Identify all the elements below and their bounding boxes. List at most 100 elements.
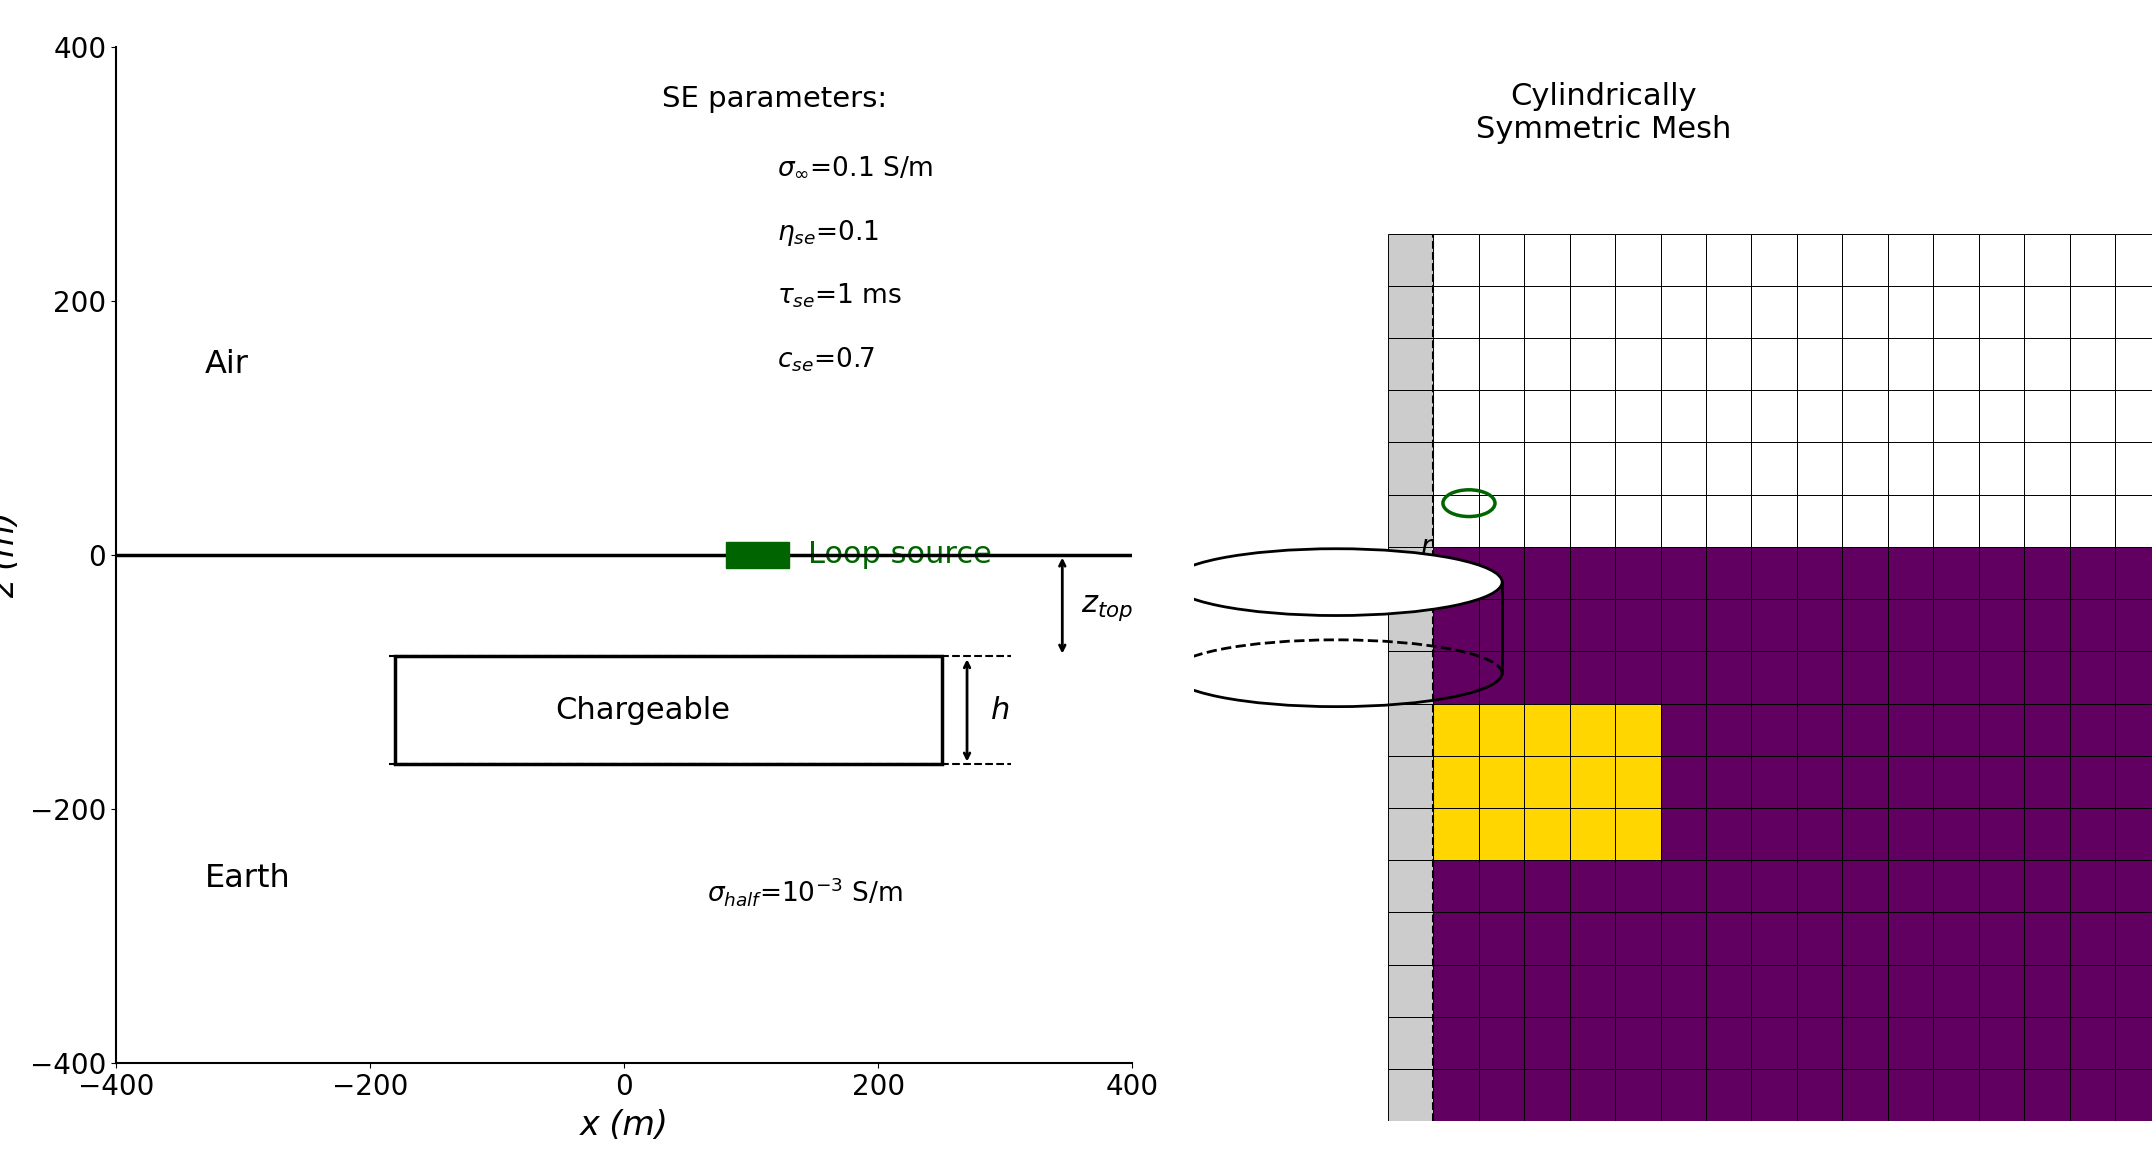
Bar [2070,652,2115,703]
Bar [1661,860,1707,912]
Bar [1978,703,2025,756]
Bar [2070,1017,2115,1069]
Bar [1752,756,1797,808]
Bar [1707,860,1752,912]
Bar [1932,652,1978,703]
Bar [1616,338,1661,390]
Bar [1433,390,1478,443]
Bar [1388,547,1433,599]
Text: Earth: Earth [204,863,291,895]
Bar [1978,1069,2025,1121]
Bar [1478,234,1524,286]
Bar [1887,1017,1932,1069]
Bar [2070,965,2115,1017]
Bar [1932,286,1978,338]
Bar [1661,808,1707,860]
Bar [2115,965,2152,1017]
Bar [1524,495,1569,547]
Bar [1707,912,1752,965]
Bar [2115,1069,2152,1121]
Bar [1887,860,1932,912]
Bar [1842,1069,1887,1121]
Bar [1388,808,1433,860]
Bar [2115,756,2152,808]
Bar [1978,495,2025,547]
Bar [1569,912,1616,965]
Bar [1797,912,1842,965]
Bar [1932,860,1978,912]
Bar [1661,965,1707,1017]
Bar [1433,234,1478,286]
Bar [1887,547,1932,599]
Bar [1932,234,1978,286]
Bar [1616,860,1661,912]
Bar [1616,808,1661,860]
Bar [1433,808,1478,860]
Bar [1752,965,1797,1017]
Bar [1797,756,1842,808]
Bar [1616,390,1661,443]
Bar [1978,599,2025,652]
Bar [1569,495,1616,547]
Bar [1842,756,1887,808]
Bar [1616,443,1661,495]
Bar [1887,286,1932,338]
Bar [1569,547,1616,599]
Bar [1661,338,1707,390]
Bar [2025,547,2070,599]
Bar [1616,1017,1661,1069]
Bar [1616,234,1661,286]
Bar [2025,652,2070,703]
Bar [1661,1017,1707,1069]
Bar [1797,860,1842,912]
Text: Air: Air [204,349,250,380]
Bar [396,656,943,764]
Bar [2115,390,2152,443]
Bar [1433,495,1478,547]
Bar [2070,234,2115,286]
Bar [1569,756,1616,808]
Bar [1978,338,2025,390]
Bar [1932,443,1978,495]
Bar [1842,286,1887,338]
Bar [1478,860,1524,912]
Bar [1752,652,1797,703]
Bar [1978,912,2025,965]
Bar [1752,286,1797,338]
Bar [1707,390,1752,443]
Bar [2025,1017,2070,1069]
Bar [1887,652,1932,703]
Bar [1569,703,1616,756]
Bar [2025,703,2070,756]
Bar [1887,703,1932,756]
Bar [1932,547,1978,599]
Text: $\eta_{se}$=0.1: $\eta_{se}$=0.1 [777,218,878,248]
Bar [1616,703,1661,756]
Bar [1616,912,1661,965]
Bar [2025,443,2070,495]
Bar [1478,912,1524,965]
Bar [1661,912,1707,965]
Bar [1433,756,1478,808]
Bar [1433,912,1478,965]
Bar [1433,860,1478,912]
Bar [1433,703,1478,756]
Text: Loop source: Loop source [809,541,992,569]
Bar [2115,443,2152,495]
Bar [1707,808,1752,860]
Bar [1616,286,1661,338]
Bar [1661,703,1707,756]
Bar [1388,703,1433,756]
Bar [1707,1017,1752,1069]
Text: $z_{top}$: $z_{top}$ [1080,593,1134,623]
Bar [1524,547,1569,599]
Bar [1842,965,1887,1017]
Bar [2025,390,2070,443]
Bar [2115,547,2152,599]
Bar [1478,652,1524,703]
X-axis label: x (m): x (m) [579,1108,669,1142]
Bar [1707,547,1752,599]
Bar [2025,599,2070,652]
Bar [1887,808,1932,860]
Bar [1478,965,1524,1017]
